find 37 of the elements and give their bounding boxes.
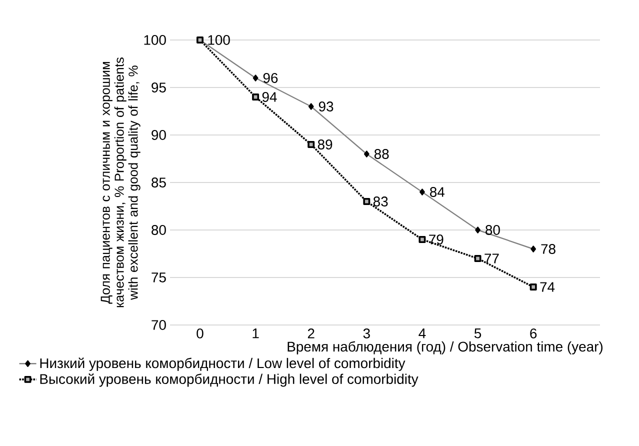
data-label: 96 (263, 73, 278, 83)
data-label: 88 (374, 149, 389, 159)
y-tick-label: 75 (152, 272, 166, 282)
data-label: 93 (318, 102, 334, 112)
data-label: 74 (540, 282, 555, 292)
data-label: 89 (318, 140, 332, 150)
x-axis-title: Время наблюдения (год) / Observation time (year) (288, 341, 602, 354)
x-tick-label: 4 (418, 328, 426, 338)
point (474, 255, 482, 262)
x-tick-label: 3 (363, 328, 370, 338)
data-label: 78 (541, 244, 556, 254)
data-label: 79 (429, 234, 444, 244)
y-tick-label: 70 (152, 320, 166, 330)
data-label: 83 (373, 196, 388, 206)
point (252, 94, 260, 100)
point (308, 141, 315, 148)
data-label: 100 (208, 35, 230, 45)
data-label: 80 (486, 225, 500, 235)
x-tick-label: 5 (474, 328, 482, 338)
x-tick-label: 6 (530, 328, 537, 338)
y-tick-label: 95 (152, 82, 166, 92)
legend-label: Низкий уровень коморбидности / Low level of comorbidity (40, 358, 406, 371)
point (530, 284, 537, 290)
point (363, 198, 370, 205)
y-tick-label: 100 (144, 35, 166, 45)
x-tick-label: 0 (196, 328, 204, 338)
data-label: 77 (484, 254, 499, 264)
data-label: 94 (262, 92, 277, 102)
y-tick-label: 80 (152, 225, 166, 235)
point (418, 236, 426, 243)
y-axis-title: Доля пациентов с отличным и хорошим качеством жизни, % Proportion of patients with excellent and good quality of life, % (100, 58, 140, 308)
y-tick-label: 90 (152, 130, 166, 140)
y-tick-label: 85 (152, 178, 166, 188)
x-tick-label: 2 (308, 328, 314, 338)
data-label: 84 (430, 187, 444, 197)
legend-label: Высокий уровень коморбидности / High level of comorbidity (40, 374, 418, 387)
x-tick-label: 1 (252, 328, 259, 338)
